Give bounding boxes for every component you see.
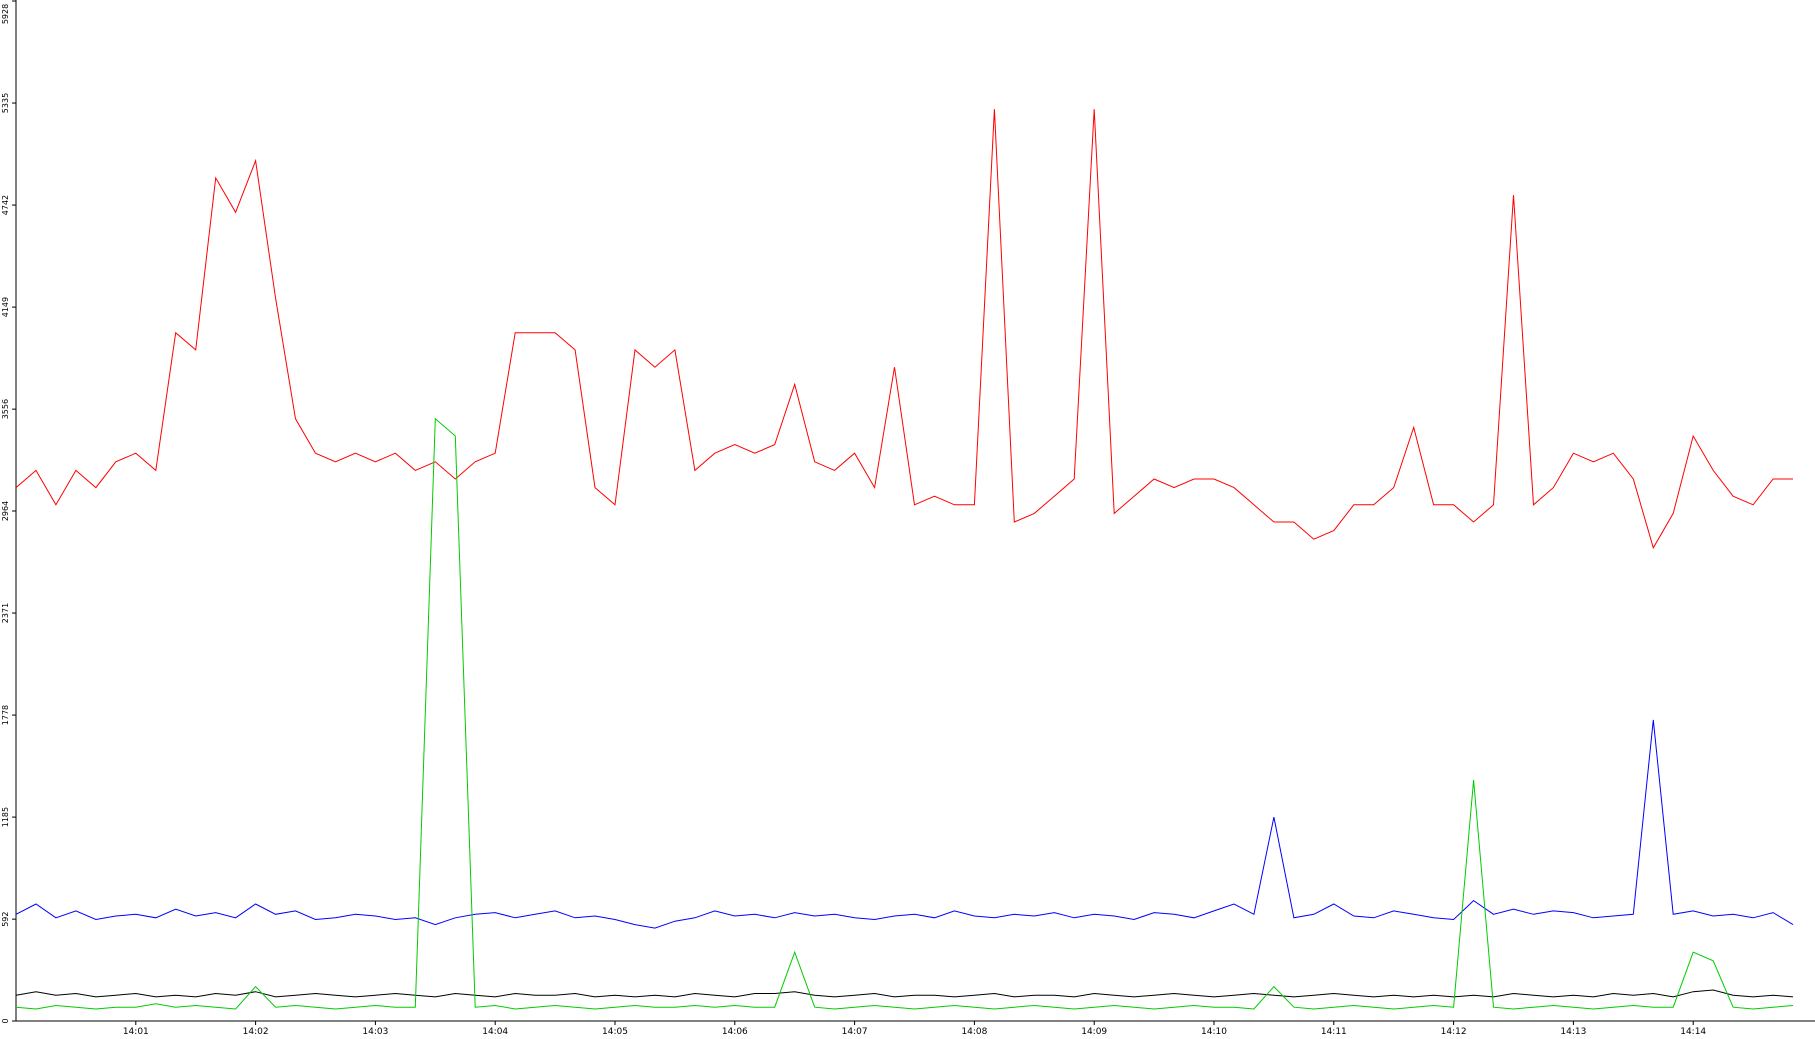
x-tick-label: 14:04 <box>482 1027 508 1037</box>
x-tick-label: 14:03 <box>362 1027 388 1037</box>
y-tick-label: 1185 <box>1 807 10 827</box>
y-tick-label: 2371 <box>1 603 10 623</box>
y-tick-label: 4149 <box>1 297 10 317</box>
series-line <box>15 989 1794 998</box>
x-tick-label: 14:10 <box>1201 1027 1227 1037</box>
x-tick-label: 14:02 <box>243 1027 269 1037</box>
x-tick-label: 14:13 <box>1560 1027 1586 1037</box>
y-tick-label: 2964 <box>1 501 10 521</box>
x-tick-label: 14:08 <box>961 1027 987 1037</box>
x-tick-label: 14:09 <box>1081 1027 1107 1037</box>
x-tick-label: 14:01 <box>123 1027 149 1037</box>
x-tick-label: 14:06 <box>722 1027 748 1037</box>
x-tick-label: 14:11 <box>1321 1027 1347 1037</box>
y-tick-label: 5335 <box>1 93 10 113</box>
y-tick-label: 592 <box>1 911 10 926</box>
y-tick-label: 1778 <box>1 705 10 725</box>
y-tick-label: 0 <box>1 1018 10 1023</box>
y-tick-label: 3556 <box>1 399 10 419</box>
series-line <box>15 109 1793 550</box>
x-tick-label: 14:05 <box>602 1027 628 1037</box>
series-line <box>15 417 1794 1010</box>
x-tick-label: 14:12 <box>1441 1027 1467 1037</box>
series-line <box>15 719 1794 929</box>
x-tick-label: 14:07 <box>842 1027 868 1037</box>
x-tick-label: 14:14 <box>1680 1027 1706 1037</box>
y-tick-label: 5928 <box>1 4 10 24</box>
y-tick-label: 4742 <box>1 195 10 215</box>
